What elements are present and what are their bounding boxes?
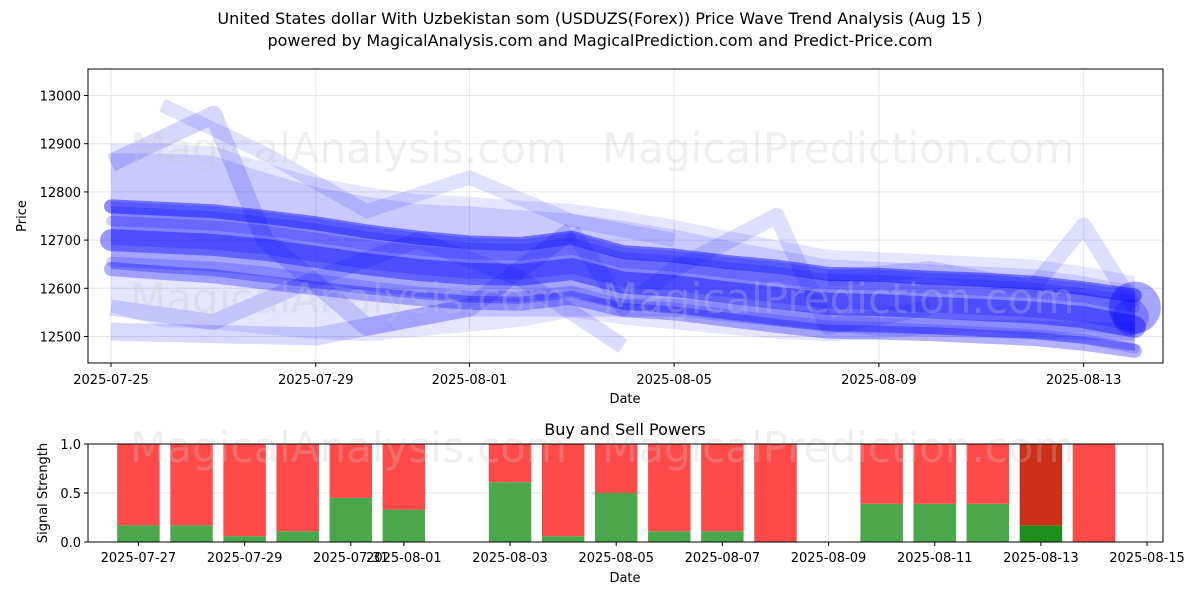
buy-bar — [329, 497, 373, 542]
price-x-tick-label: 2025-07-25 — [73, 373, 149, 388]
wave-cross-stroke-5 — [110, 298, 1136, 346]
sell-bar — [913, 444, 956, 504]
price-y-axis: 12500 12600 12700 12800 12900 13000 — [40, 90, 88, 345]
watermark-bottom-left: MagicalAnalysis.com — [130, 423, 567, 472]
chart-title-line-2: powered by MagicalAnalysis.com and Magic… — [267, 31, 933, 50]
buy-bar — [594, 493, 638, 542]
price-y-label: Price — [15, 200, 30, 232]
wave-line-lower — [104, 262, 1142, 358]
price-y-tick-label: 12800 — [40, 186, 81, 201]
chart-title-line-1: United States dollar With Uzbekistan som… — [217, 9, 983, 28]
sell-bar — [382, 444, 426, 510]
buy-bar — [382, 509, 426, 542]
sell-bar — [276, 444, 319, 532]
price-x-tick-label: 2025-07-29 — [278, 373, 354, 388]
signal-x-tick-label: 2025-07-31 — [313, 551, 389, 566]
sell-bar — [701, 444, 744, 532]
watermark-mid-right: MagicalPrediction.com — [602, 274, 1075, 323]
wave-line-upper — [104, 199, 1142, 303]
signal-x-axis: 2025-07-27 2025-07-29 2025-07-312025-08-01… — [101, 542, 1185, 566]
signal-x-tick-label: 2025-08-11 — [897, 551, 973, 566]
signal-x-tick-label: 2025-08-01 — [366, 551, 442, 566]
price-x-tick-label: 2025-08-01 — [432, 373, 508, 388]
sell-bar — [754, 444, 797, 542]
sell-bar — [329, 444, 373, 498]
wave-cross-stroke-4 — [826, 217, 1142, 312]
wave-line-center — [100, 229, 1146, 338]
buy-bar — [1019, 525, 1063, 542]
sell-bar — [648, 444, 691, 532]
wave-cross-stroke-0 — [107, 105, 578, 336]
signal-y-tick-label: 1.0 — [60, 438, 81, 453]
signal-y-label: Signal Strength — [36, 443, 51, 543]
wave-end-blob-inner — [1112, 299, 1149, 336]
wave-line-center-low — [106, 256, 1140, 354]
watermark-bottom-right: MagicalPrediction.com — [602, 423, 1075, 472]
sell-bar — [594, 444, 638, 493]
sell-bar — [1072, 444, 1116, 542]
wave-line-center-high — [106, 215, 1140, 313]
wave-envelope-inner — [111, 201, 1135, 332]
sell-bar — [860, 444, 903, 504]
watermark-top-left: MagicalAnalysis.com — [130, 124, 567, 173]
sell-bar — [541, 444, 585, 537]
sell-bar — [488, 444, 532, 483]
sell-bar — [1019, 444, 1063, 526]
wave-envelope-core — [111, 206, 1135, 351]
signal-y-tick-label: 0.5 — [60, 487, 81, 502]
price-x-tick-label: 2025-08-09 — [841, 373, 917, 388]
wave-envelope-mid — [111, 153, 1135, 351]
price-plot-frame — [87, 68, 1164, 364]
price-wave-bands — [100, 98, 1161, 358]
signal-x-tick-label: 2025-08-15 — [1109, 551, 1185, 566]
wave-cross-stroke-2 — [159, 98, 676, 247]
wave-envelope-wide — [111, 143, 1135, 342]
sell-bar — [966, 444, 1010, 504]
buy-bar — [541, 536, 585, 542]
signal-y-tick-label: 0.0 — [60, 536, 81, 551]
price-y-tick-label: 12500 — [40, 330, 81, 345]
price-grid — [88, 69, 1163, 363]
sell-bar — [170, 444, 213, 526]
price-x-tick-label: 2025-08-05 — [636, 373, 712, 388]
buy-bar — [170, 525, 213, 542]
buy-bar — [276, 531, 319, 542]
watermark-mid-left: MagicalAnalysis.com — [130, 274, 567, 323]
price-x-label: Date — [609, 392, 640, 407]
price-x-tick-label: 2025-08-13 — [1046, 373, 1122, 388]
price-y-tick-label: 12700 — [40, 234, 81, 249]
buy-bar — [223, 536, 266, 542]
buy-bar — [860, 503, 903, 542]
buy-bar — [701, 531, 744, 542]
signal-y-axis: 0.0 0.5 1.0 — [60, 438, 88, 551]
signal-x-tick-label: 2025-07-29 — [207, 551, 283, 566]
signal-x-tick-label: 2025-08-09 — [791, 551, 867, 566]
signal-x-tick-label: 2025-08-03 — [472, 551, 548, 566]
sell-bar — [117, 444, 160, 526]
wave-cross-stroke-3 — [565, 208, 932, 335]
wave-end-blob — [1108, 281, 1161, 334]
price-y-tick-label: 13000 — [40, 90, 81, 105]
watermark-top-right: MagicalPrediction.com — [602, 124, 1075, 173]
buy-bar — [966, 503, 1010, 542]
sell-bar — [223, 444, 266, 537]
buy-bar — [488, 482, 532, 542]
buy-bar — [648, 531, 691, 542]
price-y-tick-label: 12600 — [40, 282, 81, 297]
signal-bars — [117, 444, 1116, 542]
buy-bar — [913, 503, 956, 542]
signal-x-label: Date — [609, 571, 640, 586]
price-x-axis: 2025-07-25 2025-07-29 2025-08-01 2025-08-05… — [73, 363, 1121, 388]
signal-x-tick-label: 2025-07-27 — [101, 551, 177, 566]
signal-chart-title: Buy and Sell Powers — [544, 420, 706, 439]
buy-bar — [117, 525, 160, 542]
wave-cross-stroke-1 — [109, 232, 628, 353]
signal-x-tick-label: 2025-08-05 — [578, 551, 654, 566]
price-y-tick-label: 12900 — [40, 138, 81, 153]
signal-x-tick-label: 2025-08-13 — [1003, 551, 1079, 566]
signal-x-tick-label: 2025-08-07 — [685, 551, 761, 566]
